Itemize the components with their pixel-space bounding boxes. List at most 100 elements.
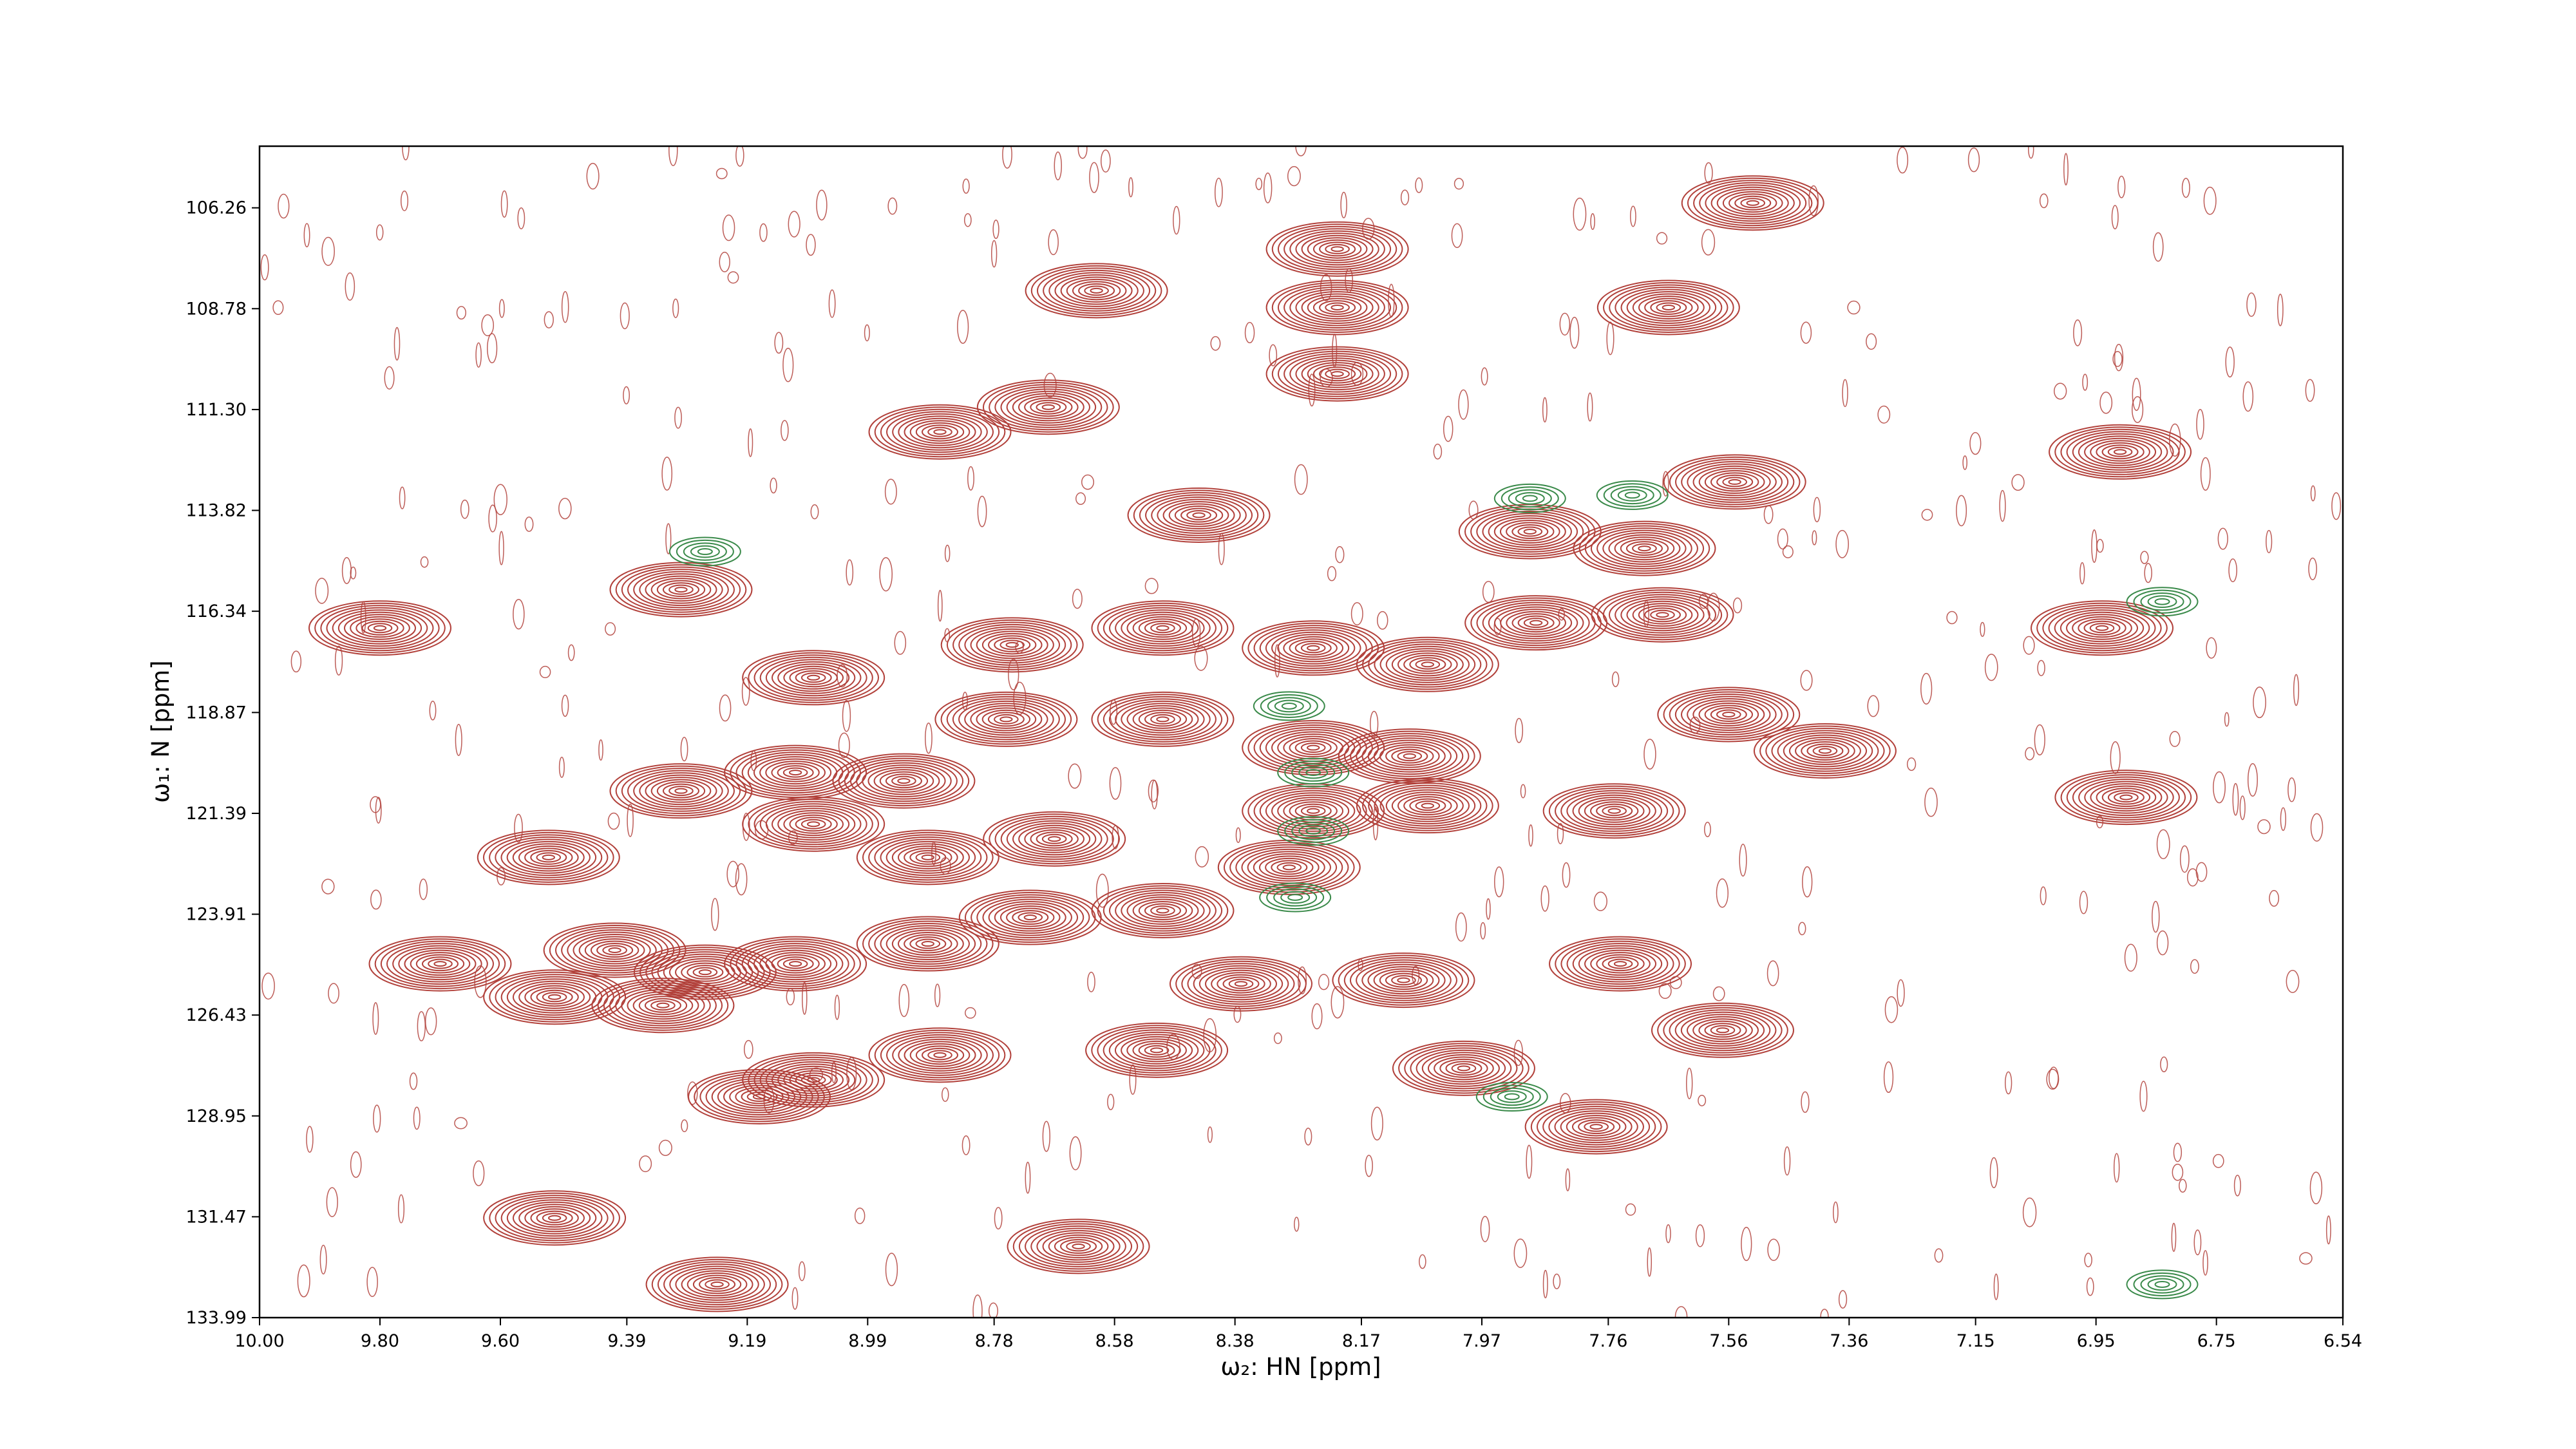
contour-ring xyxy=(1560,790,1669,832)
contour-ring xyxy=(1356,961,1452,999)
noise-contour xyxy=(962,178,970,194)
contour-ring xyxy=(1669,456,1801,507)
noise-contour xyxy=(1377,611,1388,630)
noise-contour xyxy=(1494,866,1504,898)
contour-ring xyxy=(1555,788,1674,835)
contour-ring xyxy=(1493,606,1578,639)
noise-contour xyxy=(2124,943,2137,972)
contour-ring xyxy=(542,992,567,1003)
contour-ring xyxy=(1180,507,1218,523)
contour-ring xyxy=(1602,806,1627,817)
contour-ring xyxy=(2066,774,2186,821)
contour-ring xyxy=(489,834,609,881)
x-tick-label: 10.00 xyxy=(234,1331,284,1351)
contour-ring xyxy=(795,670,832,685)
contour-ring xyxy=(1620,289,1717,327)
contour-ring xyxy=(1235,846,1343,889)
peak xyxy=(1277,757,1350,788)
contour-ring xyxy=(1289,289,1385,327)
x-tick-label: 7.36 xyxy=(1830,1331,1868,1351)
noise-contour xyxy=(481,314,495,337)
contour-ring xyxy=(584,938,645,963)
noise-contour xyxy=(261,972,275,1000)
contour-ring xyxy=(1704,705,1753,724)
contour-ring xyxy=(1542,1106,1651,1148)
contour-ring xyxy=(2060,428,2180,475)
noise-contour xyxy=(2179,1179,2187,1193)
noise-contour xyxy=(1077,146,1088,159)
contour-ring xyxy=(1680,1014,1765,1047)
contour-ring xyxy=(698,969,712,976)
contour-ring xyxy=(1259,726,1367,769)
noise-contour xyxy=(1999,489,2006,522)
contour-ring xyxy=(656,580,706,600)
contour-ring xyxy=(747,753,844,791)
noise-contour xyxy=(846,559,854,586)
contour-ring xyxy=(1144,1045,1170,1056)
contour-ring xyxy=(1716,474,1754,489)
contour-ring xyxy=(1115,700,1211,738)
noise-contour xyxy=(2112,350,2123,367)
contour-ring xyxy=(2072,433,2168,471)
noise-contour xyxy=(1520,784,1526,799)
contour-ring xyxy=(1331,246,1344,252)
peak xyxy=(856,829,999,886)
contour-ring xyxy=(782,767,808,778)
noise-contour xyxy=(2063,153,2069,185)
contour-ring xyxy=(1391,791,1464,820)
noise-contour xyxy=(539,665,551,679)
noise-contour xyxy=(558,497,572,520)
contour-ring xyxy=(1277,634,1350,663)
contour-ring xyxy=(1499,519,1560,544)
contour-ring xyxy=(1590,801,1639,821)
contour-ring xyxy=(800,819,826,829)
contour-ring xyxy=(909,936,947,952)
contour-ring xyxy=(2107,790,2145,805)
contour-ring xyxy=(1457,1065,1471,1072)
contour-ring xyxy=(1259,882,1332,913)
contour-ring xyxy=(989,813,1120,865)
contour-ring xyxy=(705,1075,813,1118)
contour-ring xyxy=(904,934,952,954)
peak xyxy=(1651,1002,1794,1058)
contour-ring xyxy=(765,761,826,785)
noise-contour xyxy=(1298,966,1307,995)
noise-contour xyxy=(658,1139,672,1157)
peak xyxy=(477,829,620,886)
noise-contour xyxy=(774,332,784,354)
contour-ring xyxy=(1291,763,1336,782)
noise-contour xyxy=(1656,232,1668,245)
contour-ring xyxy=(983,811,1126,867)
contour-ring xyxy=(1090,287,1103,294)
contour-ring xyxy=(915,1045,965,1065)
contour-ring xyxy=(662,783,699,799)
contour-ring xyxy=(1138,618,1188,638)
contour-ring xyxy=(2095,625,2109,631)
contour-ring xyxy=(1258,855,1320,880)
contour-ring xyxy=(1511,524,1549,539)
noise-contour xyxy=(1148,779,1159,803)
contour-ring xyxy=(1385,789,1470,822)
noise-contour xyxy=(1763,505,1774,524)
noise-contour xyxy=(328,983,339,1004)
contour-ring xyxy=(1560,940,1680,987)
peak xyxy=(832,753,976,809)
contour-ring xyxy=(2090,783,2163,812)
noise-contour xyxy=(1025,1161,1031,1194)
noise-contour xyxy=(1704,822,1711,837)
contour-ring xyxy=(688,1068,831,1124)
contour-ring xyxy=(934,691,1078,747)
contour-ring xyxy=(495,1195,614,1242)
contour-ring xyxy=(1097,694,1229,745)
contour-ring xyxy=(1662,304,1675,310)
peak xyxy=(1573,520,1716,576)
contour-ring xyxy=(1156,907,1170,914)
contour-ring xyxy=(1072,1243,1085,1249)
noise-contour xyxy=(1100,149,1111,173)
contour-ring xyxy=(1274,699,1304,713)
peak xyxy=(645,1256,789,1312)
contour-ring xyxy=(530,849,567,865)
contour-ring xyxy=(898,415,982,449)
contour-ring xyxy=(2054,609,2150,647)
noise-contour xyxy=(345,272,355,301)
